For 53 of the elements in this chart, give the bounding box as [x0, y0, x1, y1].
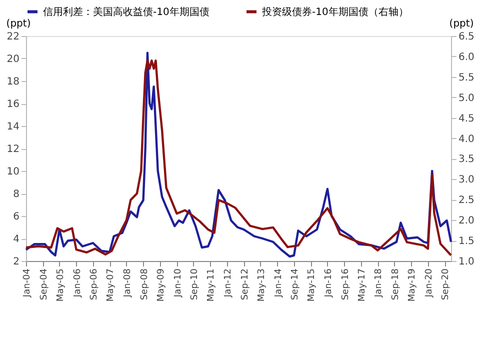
- x-tick-label: Jan-18: [374, 268, 384, 298]
- y2-tick-label: 3.5: [458, 154, 474, 166]
- legend-label: 信用利差：美国高收益债-10年期国债: [43, 6, 210, 18]
- y2-tick-label: 6.0: [458, 52, 474, 63]
- y-axis-title: (ppt): [6, 18, 31, 30]
- y-tick-label: 12: [6, 144, 20, 155]
- y-tick-label: 20: [6, 54, 20, 65]
- x-tick-label: Jan-16: [324, 268, 334, 298]
- x-tick-label: Sep-06: [89, 268, 100, 300]
- y-tick-label: 14: [6, 122, 20, 132]
- y-tick-label: 18: [6, 76, 20, 88]
- y2-tick-label: 1.0: [458, 256, 474, 268]
- y-tick-label: 4: [13, 234, 20, 245]
- x-tick-label: Jan-06: [72, 268, 83, 298]
- y2-tick-label: 4.0: [458, 134, 474, 145]
- legend-label: 投资级债券-10年期国债（右轴）: [261, 6, 408, 18]
- x-tick-label: Sep-16: [340, 268, 351, 300]
- x-tick-label: Sep-12: [240, 268, 250, 300]
- y2-tick-label: 5.0: [458, 92, 474, 104]
- x-tick-label: Sep-08: [140, 268, 150, 300]
- y2-tick-label: 4.5: [458, 113, 474, 124]
- x-tick-label: Sep-18: [390, 268, 401, 300]
- y2-axis-title: (ppt): [449, 18, 474, 30]
- x-tick-label: May-19: [408, 268, 418, 302]
- y2-tick-label: 2.0: [458, 216, 474, 227]
- x-tick-label: May-15: [307, 268, 318, 302]
- x-tick-label: Sep-10: [190, 268, 200, 300]
- x-tick-label: May-17: [357, 268, 368, 302]
- x-tick-label: May-09: [156, 268, 166, 302]
- x-tick-label: Jan-04: [22, 268, 32, 298]
- x-tick-label: Jan-12: [223, 268, 234, 298]
- x-tick-label: May-13: [256, 268, 267, 302]
- y2-tick-label: 5.5: [458, 72, 474, 84]
- x-tick-label: Sep-20: [441, 268, 452, 300]
- y2-tick-label: 3.0: [458, 174, 474, 186]
- x-tick-label: Sep-14: [290, 268, 300, 300]
- x-tick-label: Jan-20: [424, 268, 434, 298]
- x-tick-label: Jan-08: [122, 268, 133, 298]
- x-tick-label: Jan-14: [274, 268, 284, 298]
- x-tick-label: Sep-04: [39, 268, 50, 300]
- y2-tick-label: 2.5: [458, 195, 474, 206]
- y2-tick-label: 1.5: [458, 236, 474, 248]
- y-tick-label: 6: [13, 212, 20, 222]
- y2-tick-label: 6.5: [458, 32, 474, 42]
- y-tick-label: 16: [6, 99, 20, 110]
- x-tick-label: Jan-10: [173, 268, 184, 298]
- x-tick-label: May-11: [206, 268, 217, 302]
- y-tick-label: 2: [13, 256, 20, 268]
- x-tick-label: May-07: [106, 268, 116, 302]
- x-tick-label: May-05: [56, 268, 66, 302]
- y-tick-label: 22: [6, 32, 20, 42]
- y-tick-label: 10: [6, 166, 20, 178]
- y-tick-label: 8: [13, 189, 20, 200]
